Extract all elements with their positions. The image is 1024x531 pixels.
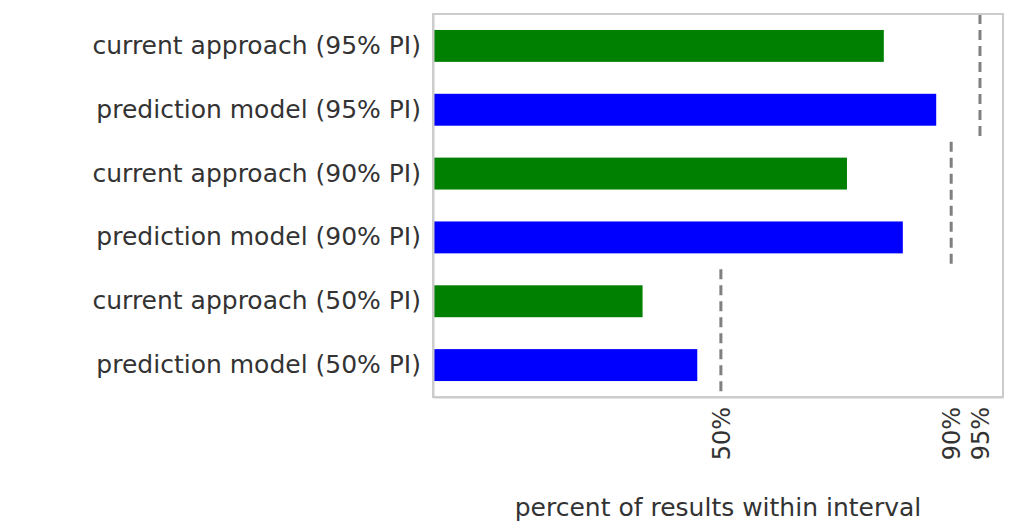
y-tick-label: current approach (50% PI): [92, 286, 421, 315]
y-tick: current approach (50% PI): [92, 286, 433, 315]
chart: 50% 90%95% current approach (95% PI) predic…: [0, 0, 1024, 531]
x-tick: 50%: [708, 397, 736, 460]
grid-line: [950, 142, 953, 270]
x-tick: 90%: [938, 397, 966, 460]
x-tick-label: 90%: [938, 407, 966, 460]
y-axis: current approach (95% PI) prediction mode…: [92, 15, 433, 398]
y-tick: current approach (95% PI): [92, 31, 433, 60]
bars: [433, 14, 980, 397]
bar: [433, 158, 847, 190]
bar: [433, 221, 903, 253]
x-axis: 50% 90%95%: [434, 397, 1004, 460]
y-axis-line: [433, 15, 435, 398]
grid-line: [978, 14, 981, 142]
y-tick: prediction model (50% PI): [96, 350, 433, 379]
x-tick: 95%: [967, 397, 995, 460]
y-tick-label: prediction model (50% PI): [96, 350, 421, 379]
plot-frame: [433, 14, 1003, 397]
y-tick: prediction model (95% PI): [96, 95, 433, 124]
y-tick: current approach (90% PI): [92, 159, 433, 188]
x-axis-title: percent of results within interval: [515, 493, 922, 522]
x-tick-label: 50%: [708, 407, 736, 460]
plot: 50% 90%95% current approach (95% PI) predic…: [92, 14, 1003, 460]
y-tick-label: current approach (90% PI): [92, 159, 421, 188]
bar: [433, 349, 697, 381]
y-tick-label: current approach (95% PI): [92, 31, 421, 60]
y-tick-label: prediction model (95% PI): [96, 95, 421, 124]
grid-line: [719, 269, 722, 397]
y-tick: prediction model (90% PI): [96, 222, 433, 251]
bar: [433, 30, 884, 62]
bar: [433, 94, 936, 126]
x-tick-label: 95%: [967, 407, 995, 460]
bar: [433, 285, 643, 317]
x-axis-line: [434, 397, 1004, 399]
y-tick-label: prediction model (90% PI): [96, 222, 421, 251]
